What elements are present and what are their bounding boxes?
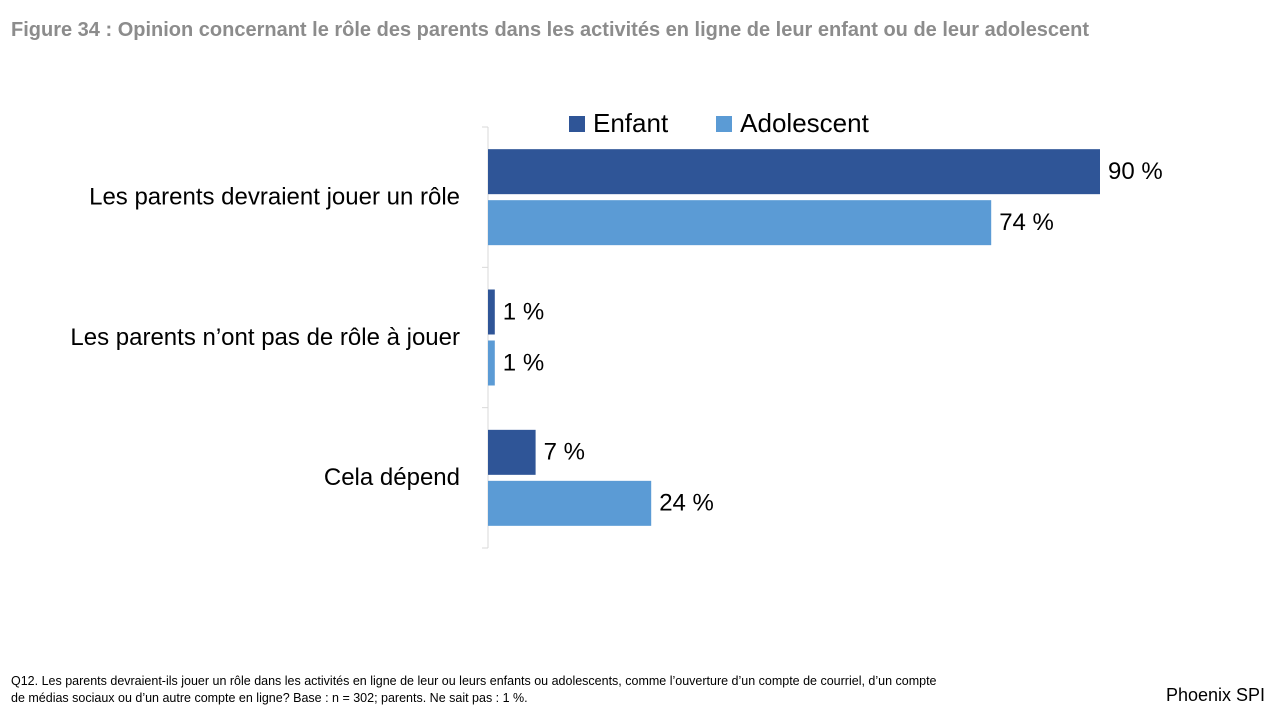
footnote-line-2: de médias sociaux ou d’un autre compte e… <box>11 691 528 705</box>
bar-adolescent <box>488 340 495 386</box>
category-label: Les parents devraient jouer un rôle <box>89 184 460 211</box>
bar-adolescent <box>488 480 652 526</box>
category-label: Cela dépend <box>324 464 460 491</box>
legend-label-adolescent: Adolescent <box>740 108 869 138</box>
footnote-line-1: Q12. Les parents devraient-ils jouer un … <box>11 674 937 688</box>
chart-legend: Enfant Adolescent <box>569 108 869 139</box>
legend-swatch-adolescent <box>716 115 733 132</box>
data-label: 7 % <box>544 439 585 466</box>
figure-title: Figure 34 : Opinion concernant le rôle d… <box>11 19 1090 41</box>
data-label: 74 % <box>999 209 1054 236</box>
legend-item-adolescent: Adolescent <box>716 108 869 139</box>
bar-enfant <box>488 289 495 335</box>
data-label: 90 % <box>1108 158 1163 185</box>
category-label: Les parents n’ont pas de rôle à jouer <box>70 324 460 351</box>
footnote: Q12. Les parents devraient-ils jouer un … <box>11 673 1041 707</box>
data-label: 1 % <box>503 349 544 376</box>
bar-adolescent <box>488 200 992 246</box>
data-label: 1 % <box>503 298 544 325</box>
bar-enfant <box>488 149 1100 195</box>
legend-item-enfant: Enfant <box>569 108 668 139</box>
bar-enfant <box>488 429 536 475</box>
legend-label-enfant: Enfant <box>593 108 669 138</box>
data-label: 24 % <box>659 490 714 517</box>
legend-swatch-enfant <box>569 115 585 132</box>
brand-label: Phoenix SPI <box>1165 685 1265 705</box>
